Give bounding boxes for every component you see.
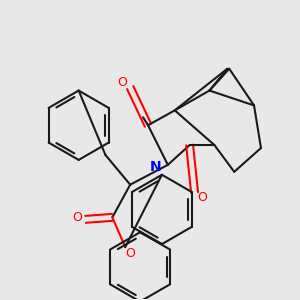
Text: N: N <box>150 160 162 174</box>
Text: O: O <box>117 76 127 89</box>
Text: O: O <box>198 191 207 204</box>
Text: O: O <box>73 211 82 224</box>
Text: O: O <box>125 247 135 260</box>
